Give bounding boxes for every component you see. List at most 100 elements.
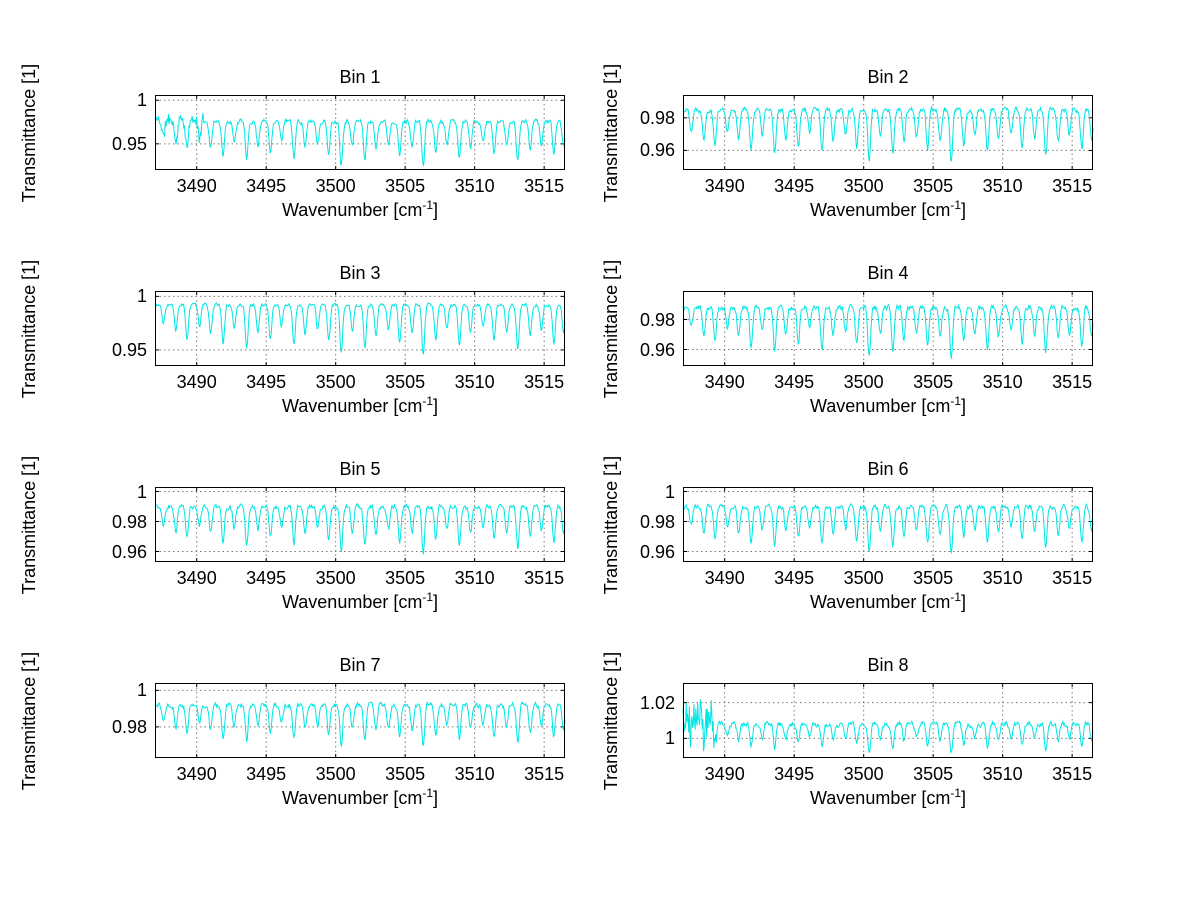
subplot-title: Bin 3 (339, 263, 381, 283)
superscript: -1 (422, 394, 434, 408)
spectrum-trace (682, 502, 1094, 554)
plot-box (155, 683, 565, 758)
x-tick-label: 3505 (385, 764, 426, 784)
y-tick-label: 0.96 (639, 339, 675, 360)
plot-area (154, 683, 566, 758)
x-tick-label: 3490 (704, 764, 745, 784)
x-tick-label: 3495 (774, 372, 815, 392)
spectrum-trace (682, 699, 1094, 755)
y-tick-label: 1 (136, 481, 147, 502)
plot-box (683, 683, 1093, 758)
superscript: -1 (422, 590, 434, 604)
x-tick-label: 3515 (1052, 764, 1093, 784)
x-axis-label: Wavenumber [cm-1] (809, 590, 967, 612)
subplot-title: Bin 7 (339, 655, 381, 675)
plot-area (154, 95, 566, 170)
x-tick-label: 3510 (454, 372, 495, 392)
x-tick-label: 3490 (176, 764, 217, 784)
y-tick-label: 0.95 (111, 133, 147, 154)
y-tick-label: 1.02 (639, 692, 675, 713)
x-tick-label: 3510 (982, 372, 1023, 392)
plot-box (155, 291, 565, 366)
x-tick-label: 3495 (246, 568, 287, 588)
x-tick-label: 3500 (315, 568, 356, 588)
x-tick-label: 3505 (913, 176, 954, 196)
x-tick-label: 3495 (246, 176, 287, 196)
spectrum-trace (154, 113, 566, 166)
x-tick-label: 3510 (982, 176, 1023, 196)
plot-area (682, 683, 1094, 758)
x-tick-label: 3490 (176, 372, 217, 392)
superscript: -1 (950, 198, 962, 212)
x-tick-label: 3500 (843, 764, 884, 784)
y-tick-label: 0.96 (639, 541, 675, 562)
x-tick-label: 3515 (1052, 176, 1093, 196)
superscript: -1 (950, 394, 962, 408)
y-tick-label: 0.98 (111, 716, 147, 737)
x-tick-label: 3510 (982, 568, 1023, 588)
x-tick-label: 3500 (315, 764, 356, 784)
spectrum-trace (154, 502, 566, 555)
plot-box (683, 95, 1093, 170)
y-tick-label: 1 (136, 680, 147, 701)
y-tick-label: 1 (136, 286, 147, 307)
x-axis-label: Wavenumber [cm-1] (809, 394, 967, 416)
x-tick-label: 3495 (774, 176, 815, 196)
subplot-title: Bin 2 (867, 67, 909, 87)
y-axis-label: Transmittance [1] (19, 651, 39, 790)
x-tick-label: 3490 (176, 568, 217, 588)
x-tick-label: 3500 (843, 372, 884, 392)
plot-area (682, 95, 1094, 170)
x-tick-label: 3505 (913, 764, 954, 784)
superscript: -1 (950, 786, 962, 800)
y-tick-label: 1 (664, 728, 675, 749)
x-tick-label: 3510 (454, 764, 495, 784)
x-tick-label: 3500 (315, 372, 356, 392)
x-tick-label: 3515 (1052, 372, 1093, 392)
subplot-title: Bin 4 (867, 263, 909, 283)
x-axis-label: Wavenumber [cm-1] (809, 198, 967, 220)
x-tick-label: 3505 (913, 568, 954, 588)
x-tick-label: 3490 (704, 176, 745, 196)
x-tick-label: 3515 (524, 176, 565, 196)
y-tick-label: 0.96 (111, 541, 147, 562)
y-tick-label: 0.95 (111, 339, 147, 360)
x-tick-label: 3490 (704, 372, 745, 392)
subplot-title: Bin 1 (339, 67, 381, 87)
x-tick-label: 3490 (176, 176, 217, 196)
superscript: -1 (422, 786, 434, 800)
x-tick-label: 3515 (1052, 568, 1093, 588)
plot-area (154, 487, 566, 562)
superscript: -1 (950, 590, 962, 604)
x-tick-label: 3505 (385, 372, 426, 392)
x-tick-label: 3505 (385, 568, 426, 588)
x-tick-label: 3495 (246, 764, 287, 784)
x-axis-label: Wavenumber [cm-1] (281, 394, 439, 416)
y-tick-label: 1 (136, 90, 147, 111)
x-tick-label: 3495 (246, 372, 287, 392)
plot-box (155, 487, 565, 562)
x-tick-label: 3505 (913, 372, 954, 392)
plot-box (683, 291, 1093, 366)
y-tick-label: 0.98 (639, 511, 675, 532)
spectrum-trace (154, 700, 566, 747)
y-tick-label: 0.98 (111, 511, 147, 532)
x-tick-label: 3510 (454, 568, 495, 588)
plot-box (683, 487, 1093, 562)
plot-area (682, 291, 1094, 366)
x-tick-label: 3500 (843, 176, 884, 196)
x-tick-label: 3490 (704, 568, 745, 588)
x-axis-label: Wavenumber [cm-1] (809, 786, 967, 808)
plot-box (155, 95, 565, 170)
x-tick-label: 3515 (524, 568, 565, 588)
plot-area (682, 487, 1094, 562)
spectrum-trace (682, 303, 1094, 359)
y-tick-label: 0.98 (639, 107, 675, 128)
plot-area (154, 291, 566, 366)
y-tick-label: 0.98 (639, 309, 675, 330)
x-tick-label: 3495 (774, 568, 815, 588)
x-axis-label: Wavenumber [cm-1] (281, 198, 439, 220)
x-tick-label: 3505 (385, 176, 426, 196)
superscript: -1 (422, 198, 434, 212)
